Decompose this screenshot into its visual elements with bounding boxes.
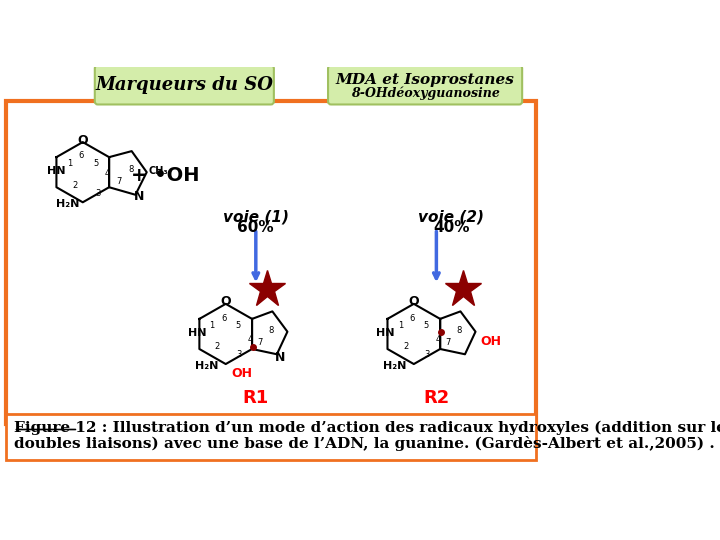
Text: R1: R1 [243,389,269,407]
Text: OH: OH [480,335,501,348]
Text: 6: 6 [78,151,84,160]
Text: OH: OH [232,367,253,380]
Text: voie (2): voie (2) [418,210,485,225]
Text: 1: 1 [66,159,72,167]
Text: 6: 6 [410,314,415,323]
Text: 40%: 40% [433,220,469,234]
Text: 5: 5 [423,321,428,330]
Text: 5: 5 [235,321,240,330]
Text: 2: 2 [403,342,408,351]
Text: 1: 1 [397,321,403,330]
Text: 4: 4 [436,335,441,344]
Text: doubles liaisons) avec une base de l’ADN, la guanine. (Gardès-Albert et al.,2005: doubles liaisons) avec une base de l’ADN… [14,436,714,450]
Text: voie (1): voie (1) [222,210,289,225]
Text: HN: HN [376,328,395,338]
Text: 8-OHdéoxyguanosine: 8-OHdéoxyguanosine [351,86,500,100]
Text: Marqueurs du SO: Marqueurs du SO [95,76,274,94]
Text: 4: 4 [104,169,109,178]
Text: O: O [220,295,231,308]
Text: R2: R2 [423,389,449,407]
Text: 2: 2 [73,181,78,190]
Text: N: N [275,351,285,364]
Text: HN: HN [48,166,66,176]
Text: 2: 2 [215,342,220,351]
Text: 4: 4 [247,335,253,344]
Text: H₂N: H₂N [195,361,219,372]
Text: 5: 5 [93,159,98,167]
Text: 7: 7 [446,338,451,347]
Text: MDA et Isoprostanes: MDA et Isoprostanes [336,73,515,86]
FancyBboxPatch shape [328,65,522,104]
Text: 7: 7 [116,178,122,186]
Text: O: O [78,134,88,147]
Text: 7: 7 [258,338,263,347]
Text: 8: 8 [456,326,462,335]
Text: 8: 8 [268,326,274,335]
Text: HN: HN [188,328,207,338]
FancyBboxPatch shape [6,415,536,460]
Text: 3: 3 [237,350,242,359]
Text: 1: 1 [210,321,215,330]
Text: 8: 8 [128,165,134,174]
Text: H₂N: H₂N [383,361,407,372]
Text: 3: 3 [425,350,430,359]
FancyBboxPatch shape [6,101,536,424]
Text: H₂N: H₂N [56,199,79,209]
Text: 60%: 60% [238,220,274,234]
Text: 6: 6 [222,314,227,323]
Text: O: O [408,295,419,308]
Text: Figure 12 : Illustration d’un mode d’action des radicaux hydroxyles (addition su: Figure 12 : Illustration d’un mode d’act… [14,421,720,435]
Text: 3: 3 [95,189,101,198]
Text: + •OH: + •OH [131,166,199,185]
FancyBboxPatch shape [95,65,274,104]
Text: N: N [134,190,145,202]
Text: CH₃: CH₃ [149,166,168,176]
